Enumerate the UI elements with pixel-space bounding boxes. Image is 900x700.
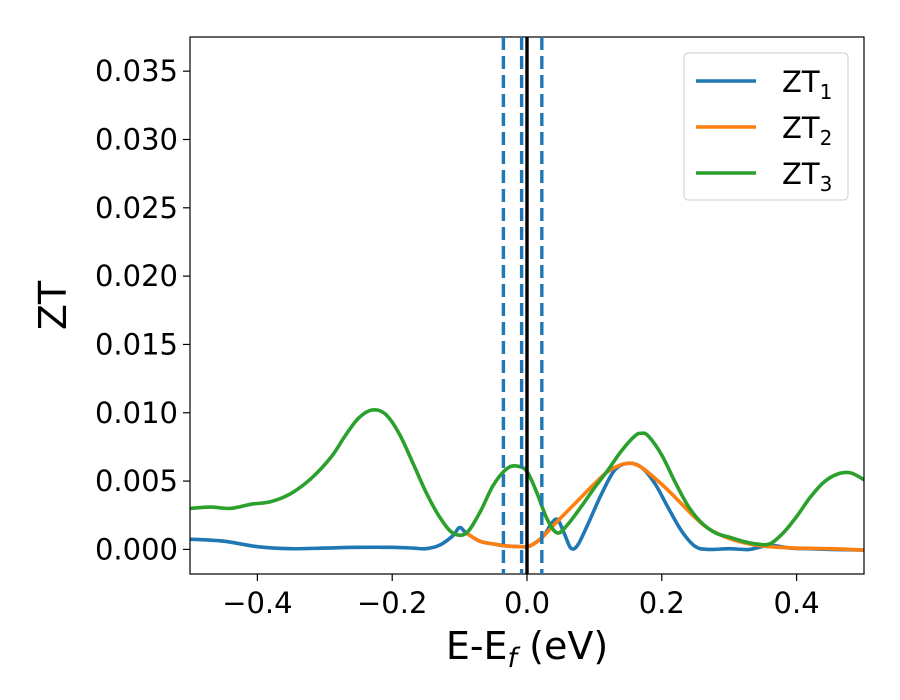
legend-label: ZT1: [782, 65, 832, 104]
x-axis-title-main: E-E: [446, 624, 508, 668]
legend-label-subscript: 2: [820, 126, 833, 150]
x-tick-label: 0.2: [639, 586, 685, 620]
x-axis-title: E-Ef (eV): [446, 624, 608, 674]
reference-lines: [501, 37, 544, 574]
legend-label: ZT3: [782, 157, 832, 196]
legend-label-main: ZT: [782, 111, 820, 145]
x-tick-label: 0.4: [774, 586, 820, 620]
x-axis: −0.4 −0.2 0.0 0.2 0.4: [222, 574, 820, 620]
x-axis-title-unit: (eV): [517, 624, 608, 668]
legend-label-subscript: 1: [820, 80, 833, 104]
y-tick-label: 0.025: [95, 191, 178, 225]
x-tick-label: −0.2: [357, 586, 427, 620]
series-layer: [190, 408, 864, 552]
y-tick-label: 0.005: [95, 464, 178, 498]
series-line-zt3: [190, 408, 864, 547]
y-tick-label: 0.000: [95, 532, 178, 566]
legend-label-main: ZT: [782, 157, 820, 191]
y-tick-label: 0.020: [95, 259, 178, 293]
y-tick-label: 0.010: [95, 396, 178, 430]
y-tick-label: 0.035: [95, 54, 178, 88]
legend-label-subscript: 3: [820, 172, 833, 196]
x-tick-label: −0.4: [222, 586, 292, 620]
legend-label: ZT2: [782, 111, 832, 150]
y-axis: 0.000 0.005 0.010 0.015 0.020 0.025 0.030 0.035: [95, 54, 190, 566]
legend-label-main: ZT: [782, 65, 820, 99]
legend-box: [683, 52, 849, 201]
y-axis-title: ZT: [31, 280, 75, 330]
x-tick-label: 0.0: [504, 586, 550, 620]
y-tick-label: 0.015: [95, 327, 178, 361]
y-tick-label: 0.030: [95, 122, 178, 156]
series-line-zt1: [190, 461, 864, 552]
